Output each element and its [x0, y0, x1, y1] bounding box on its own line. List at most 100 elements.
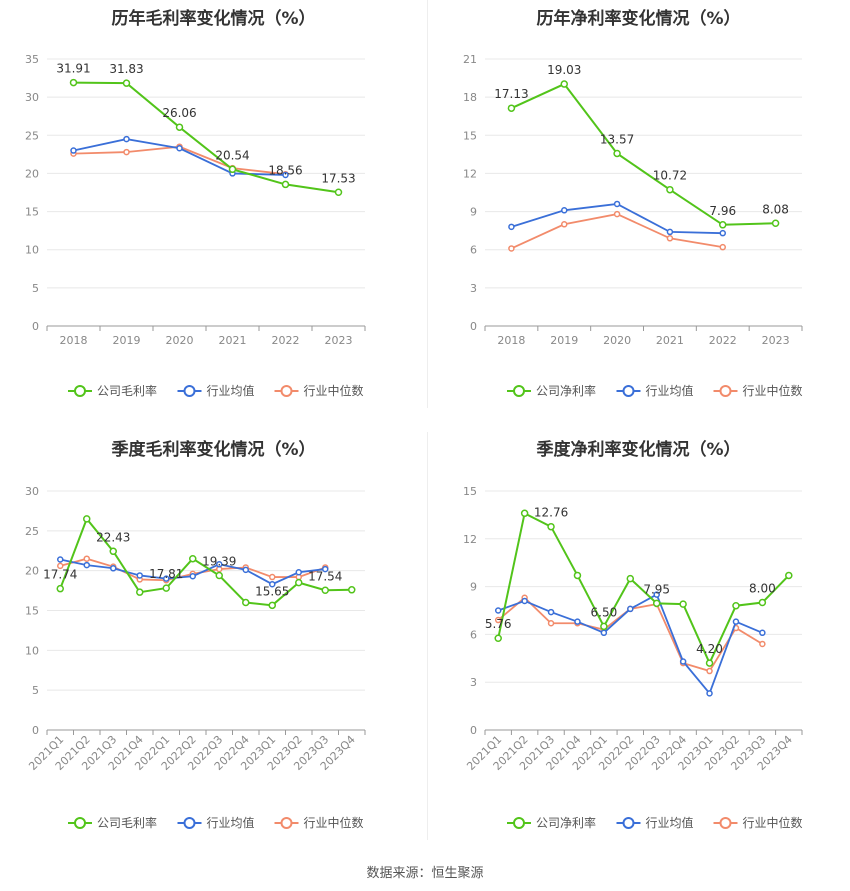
- data-point: [627, 605, 634, 613]
- legend-marker: [74, 385, 86, 397]
- data-point: [56, 584, 64, 593]
- data-point: [110, 565, 117, 572]
- legend-item[interactable]: 行业中位数: [274, 815, 364, 830]
- data-point: [561, 221, 568, 228]
- y-tick-label: 5: [32, 684, 39, 697]
- legend-item[interactable]: 公司净利率: [507, 815, 596, 830]
- y-tick-label: 30: [25, 91, 39, 104]
- data-point: [759, 640, 766, 648]
- y-tick-label: 20: [25, 167, 39, 180]
- data-label: 19.39: [202, 555, 236, 569]
- data-point: [83, 561, 90, 569]
- x-tick-label: 2020: [166, 334, 194, 347]
- data-point: [521, 597, 528, 605]
- quarter-net-chart: 036912152021Q12021Q22021Q32021Q42022Q120…: [463, 485, 803, 830]
- legend-item[interactable]: 公司毛利率: [68, 815, 157, 830]
- legend-item[interactable]: 行业中位数: [713, 815, 803, 830]
- y-tick-label: 0: [470, 724, 477, 737]
- y-tick-label: 15: [463, 129, 477, 142]
- data-point: [494, 607, 502, 614]
- data-point: [652, 599, 661, 608]
- data-point: [215, 571, 223, 580]
- data-point: [83, 515, 91, 523]
- legend-marker: [183, 385, 196, 397]
- y-tick-label: 3: [470, 282, 477, 295]
- data-point: [508, 245, 515, 252]
- series-line-0: [497, 511, 790, 666]
- data-point: [136, 588, 144, 596]
- data-point: [600, 622, 608, 631]
- legend-item[interactable]: 公司毛利率: [68, 383, 157, 398]
- data-label: 4.20: [696, 642, 723, 656]
- y-tick-label: 15: [25, 206, 39, 219]
- legend-item[interactable]: 行业均值: [616, 383, 694, 398]
- legend-item[interactable]: 行业均值: [616, 815, 694, 830]
- y-tick-label: 6: [470, 628, 477, 641]
- y-tick-label: 9: [470, 581, 477, 594]
- data-label: 12.76: [534, 506, 568, 520]
- data-point: [321, 586, 329, 595]
- legend-marker: [719, 817, 732, 829]
- data-label: 5.76: [485, 617, 512, 631]
- data-point: [269, 580, 276, 588]
- y-tick-label: 30: [25, 485, 39, 498]
- data-point: [626, 574, 635, 583]
- data-label: 17.53: [321, 171, 355, 185]
- legend-label: 行业均值: [646, 383, 694, 398]
- data-point: [758, 598, 767, 607]
- data-point: [494, 616, 502, 624]
- legend-label: 公司毛利率: [97, 815, 157, 830]
- data-point: [162, 584, 170, 592]
- data-point: [348, 586, 356, 594]
- legend-marker: [622, 385, 635, 397]
- chart-title: 历年净利率变化情况（%）: [536, 9, 741, 29]
- data-point: [573, 571, 582, 580]
- y-tick-label: 10: [25, 644, 39, 657]
- data-point: [268, 601, 276, 610]
- data-point: [136, 572, 143, 579]
- data-point: [508, 223, 515, 231]
- data-point: [216, 561, 223, 568]
- y-tick-label: 0: [32, 724, 39, 737]
- data-point: [719, 229, 726, 237]
- y-tick-label: 25: [25, 129, 39, 142]
- series-line-0: [59, 516, 352, 607]
- data-point: [334, 188, 343, 197]
- legend-label: 公司净利率: [536, 383, 596, 398]
- data-point: [732, 618, 740, 625]
- data-point: [547, 608, 555, 616]
- panel-divider: [427, 432, 428, 840]
- data-label: 17.13: [494, 87, 528, 101]
- data-point: [176, 145, 183, 152]
- legend-item[interactable]: 行业均值: [177, 815, 255, 830]
- data-point: [613, 149, 621, 158]
- legend-item[interactable]: 行业中位数: [274, 383, 364, 398]
- data-point: [561, 207, 568, 214]
- data-point: [785, 571, 793, 580]
- data-point: [295, 569, 302, 576]
- data-label: 13.57: [600, 132, 634, 146]
- legend-label: 行业中位数: [304, 383, 364, 398]
- x-tick-label: 2021: [656, 334, 684, 347]
- data-point: [666, 185, 674, 194]
- y-tick-label: 25: [25, 525, 39, 538]
- x-tick-label: 2018: [497, 334, 525, 347]
- data-point: [679, 600, 687, 608]
- data-point: [189, 554, 197, 563]
- data-label: 8.00: [749, 582, 776, 596]
- data-label: 17.74: [43, 568, 77, 582]
- data-point: [242, 598, 250, 607]
- legend-item[interactable]: 行业中位数: [713, 383, 803, 398]
- data-label: 31.91: [56, 62, 90, 76]
- legend-label: 公司毛利率: [97, 383, 157, 398]
- quarter-gross-chart: 0510152025302021Q12021Q22021Q32021Q42022…: [25, 485, 366, 830]
- legend-item[interactable]: 行业均值: [177, 383, 255, 398]
- x-tick-label: 2022: [272, 334, 300, 347]
- data-point: [771, 219, 780, 228]
- data-point: [560, 80, 568, 88]
- x-tick-label: 2020: [603, 334, 631, 347]
- data-point: [322, 565, 329, 573]
- legend-marker: [280, 817, 293, 829]
- data-label: 6.50: [591, 605, 618, 619]
- legend-item[interactable]: 公司净利率: [507, 383, 596, 398]
